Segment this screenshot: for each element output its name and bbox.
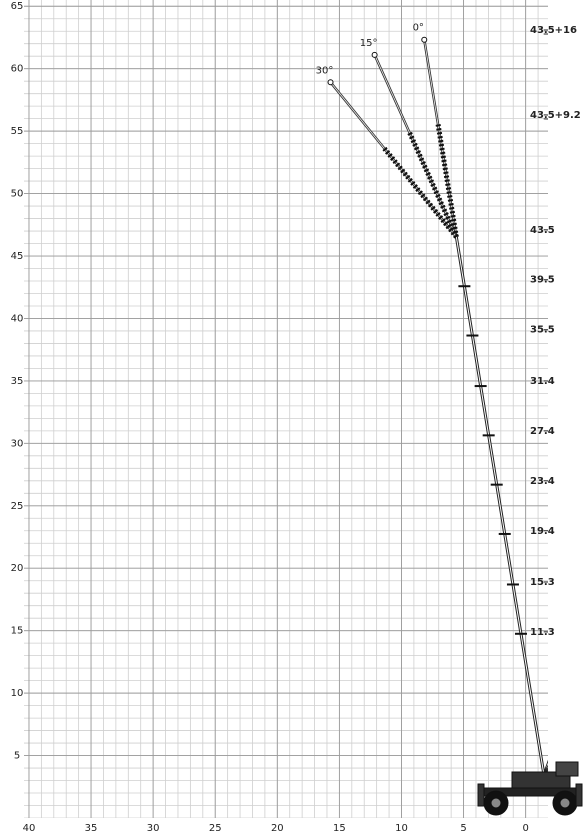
x-tick-label: 40: [23, 823, 36, 834]
arc-label: 15.3: [530, 577, 555, 588]
x-tick-label: 30: [147, 823, 160, 834]
jib-lattice: [382, 146, 459, 239]
arc-label: 27.4: [530, 426, 555, 437]
x-tick-label: 0: [522, 823, 528, 834]
x-tick-label: 5: [460, 823, 466, 834]
labels: 40 35 30 25 20 15 10 5 0510152025303540455055606…: [11, 1, 581, 834]
boom-arc: [543, 530, 548, 532]
boom-arc-edge: [543, 118, 548, 120]
y-tick-label: 35: [11, 376, 24, 387]
y-tick-label: 15: [11, 626, 24, 637]
jib-tip: [421, 36, 428, 43]
jib-lattice: [435, 123, 459, 238]
boom-arc: [543, 29, 548, 31]
boom-arc: [543, 329, 548, 331]
boom-arc: [543, 229, 548, 231]
y-tick-label: 55: [11, 126, 24, 137]
jib-angle-label: 0°: [413, 23, 424, 34]
jib-lattice: [407, 131, 459, 238]
arc-label: 39.5: [530, 275, 555, 286]
jib-tip: [327, 79, 334, 86]
y-tick-label: 40: [11, 313, 24, 324]
arc-label: 43.5+9.2: [530, 110, 581, 121]
crane-icon: [477, 761, 583, 816]
arc-label: 43.5: [530, 225, 555, 236]
y-tick-label: 25: [11, 501, 24, 512]
y-tick-label: 50: [11, 189, 24, 200]
arc-label: 31.4: [530, 376, 555, 387]
x-tick-label: 35: [85, 823, 98, 834]
jib-angle-label: 30°: [316, 65, 334, 76]
plot: 0°10°20°30°40°50°60°70°0°15°30°: [316, 23, 548, 774]
grid: [24, 0, 548, 818]
jib-angle-label: 15°: [360, 38, 378, 49]
y-tick-label: 10: [11, 688, 24, 699]
jib-tip: [371, 51, 378, 58]
angle-line: [543, 771, 548, 774]
boom-arc: [543, 581, 548, 583]
y-tick-label: 30: [11, 438, 24, 449]
y-tick-label: 65: [11, 1, 24, 12]
boom-arc: [543, 631, 548, 633]
x-tick-label: 15: [333, 823, 346, 834]
arc-label: 35.5: [530, 325, 555, 336]
x-tick-label: 20: [271, 823, 284, 834]
x-tick-label: 10: [395, 823, 408, 834]
arc-label: 19.4: [530, 526, 555, 537]
x-tick-label: 25: [209, 823, 222, 834]
boom-arc: [543, 114, 548, 116]
boom-inner: [455, 236, 545, 774]
arc-label: 11.3: [530, 627, 555, 638]
boom-arc-edge: [543, 33, 548, 35]
y-tick-label: 45: [11, 251, 24, 262]
y-tick-label: 60: [11, 64, 24, 75]
y-tick-label: 5: [14, 751, 20, 762]
arc-label: 43.5+16: [530, 25, 577, 36]
arc-label: 23.4: [530, 476, 555, 487]
y-tick-label: 20: [11, 563, 24, 574]
